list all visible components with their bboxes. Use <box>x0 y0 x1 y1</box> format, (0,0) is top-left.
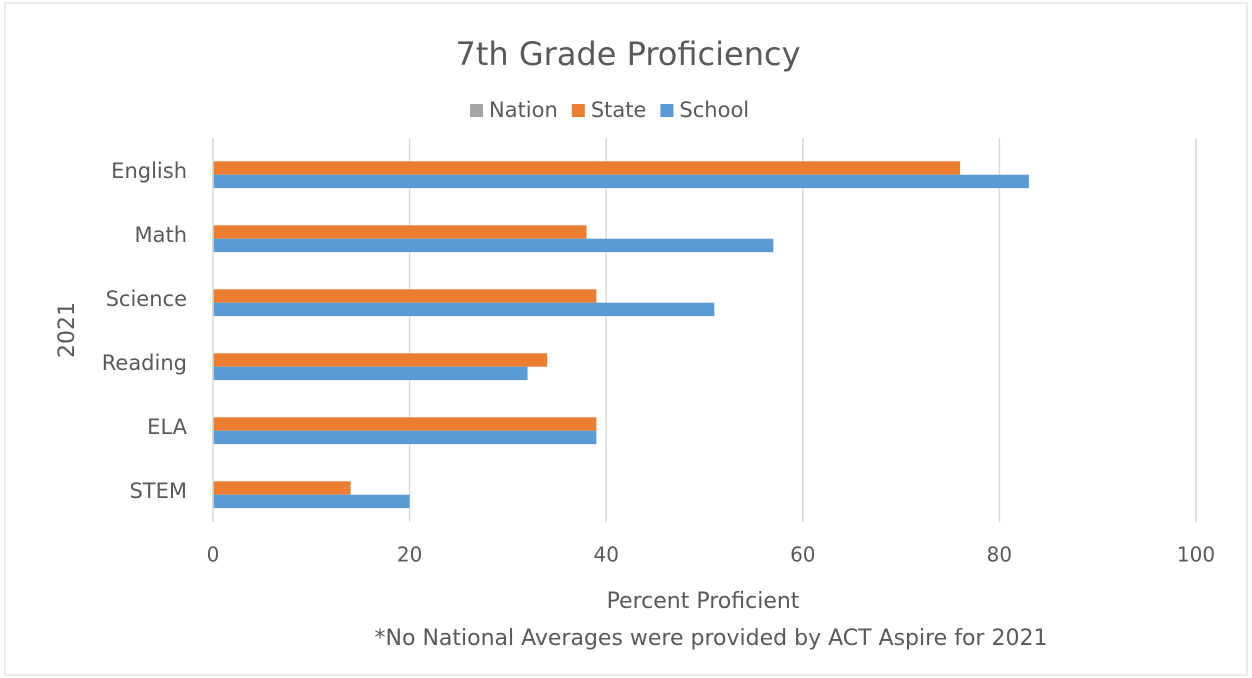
x-tick-label: 0 <box>207 543 220 567</box>
bar <box>213 481 351 495</box>
bar <box>213 289 597 303</box>
y-tick-label: STEM <box>129 479 187 503</box>
bar <box>213 494 410 509</box>
bar <box>213 302 715 317</box>
legend-swatch <box>571 104 585 117</box>
chart-border <box>4 2 1248 676</box>
y-tick-label: English <box>111 159 187 183</box>
y-axis-label: 2021 <box>55 302 80 358</box>
x-axis-label: Percent Proficient <box>607 589 800 614</box>
bar <box>213 366 528 381</box>
bar <box>213 174 1029 189</box>
y-tick-label: Science <box>106 287 187 311</box>
y-tick-label: ELA <box>147 415 187 439</box>
y-tick-label: Math <box>134 223 187 247</box>
legend-label: School <box>679 98 749 122</box>
bar <box>213 417 597 431</box>
bar <box>213 161 961 175</box>
legend-label: State <box>591 98 647 122</box>
x-tick-label: 80 <box>987 543 1012 567</box>
x-tick-label: 100 <box>1177 543 1215 567</box>
bar <box>213 225 587 239</box>
bar <box>213 238 774 253</box>
annotation: *No National Averages were provided by A… <box>375 626 1048 651</box>
legend-swatch <box>660 104 674 117</box>
chart-title: 7th Grade Proficiency <box>456 35 801 73</box>
y-tick-label: Reading <box>102 351 187 375</box>
bar <box>213 430 597 445</box>
x-tick-label: 40 <box>593 543 618 567</box>
x-tick-label: 20 <box>397 543 422 567</box>
legend-label: Nation <box>489 98 558 122</box>
legend-swatch <box>470 104 483 117</box>
x-tick-label: 60 <box>790 543 815 567</box>
bar <box>213 353 548 367</box>
